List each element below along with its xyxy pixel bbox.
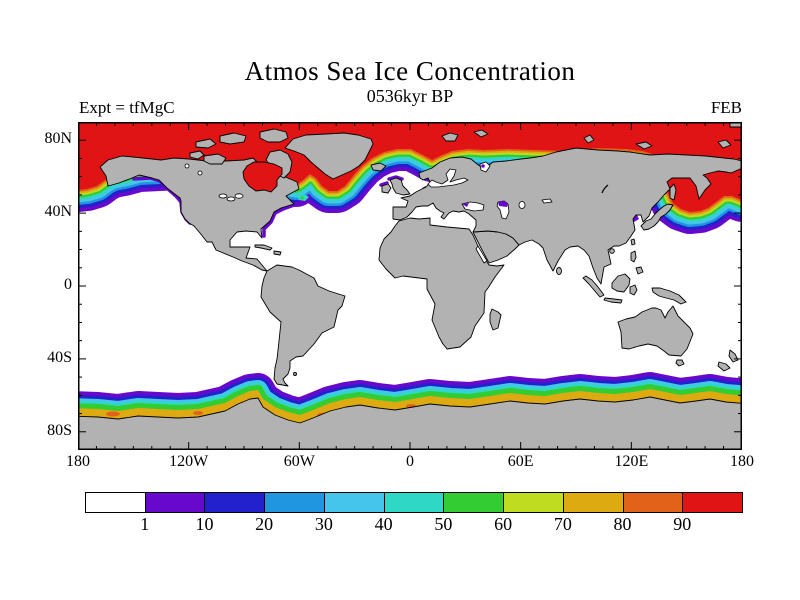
- island-taiwan: [630, 238, 636, 246]
- islands-new-siberian: [635, 141, 653, 150]
- landmass-greenland: [284, 132, 374, 180]
- island-madagascar: [489, 308, 502, 331]
- island-svalbard: [441, 132, 459, 142]
- colorbar-tick-label: 20: [255, 514, 274, 534]
- colorbar-cell: [144, 492, 206, 513]
- island-hainan: [609, 248, 615, 254]
- island-mindanao: [635, 266, 644, 275]
- island-sulawesi: [629, 284, 638, 296]
- map-frame: [78, 122, 742, 450]
- colorbar-cell: [562, 492, 624, 513]
- island-tasmania: [675, 359, 685, 367]
- colorbar-cell: [85, 492, 146, 513]
- colorbar-tick-label: 70: [553, 514, 572, 534]
- colorbar-cell: [204, 492, 266, 513]
- x-axis-tick-label: 120W: [169, 453, 209, 470]
- world-map: [78, 122, 742, 450]
- island-cuba: [254, 244, 273, 251]
- colorbar-cell: [503, 492, 564, 513]
- x-axis-tick-label: 180: [66, 453, 90, 470]
- island-new-guinea: [651, 287, 687, 305]
- colorbar-tick-label: 80: [613, 514, 632, 534]
- island-falkland: [293, 372, 297, 376]
- baltic-sea: [427, 168, 469, 188]
- island-ellesmere: [259, 128, 289, 143]
- island-ireland: [381, 183, 392, 194]
- landmass-africa: [378, 217, 505, 350]
- experiment-label: Expt = tfMgC: [79, 98, 175, 117]
- island-java: [603, 297, 623, 304]
- great-lake-michigan: [226, 196, 236, 202]
- island-iceland: [370, 162, 387, 172]
- y-axis-tick-label: 80S: [47, 421, 72, 439]
- month-label: FEB: [710, 98, 742, 117]
- island-sri-lanka: [556, 267, 562, 275]
- islands-queen-elizabeth: [219, 132, 247, 145]
- colorbar-cell: [383, 492, 445, 513]
- colorbar-cell: [264, 492, 325, 513]
- colorbar-tick-label: 1: [140, 514, 150, 534]
- island-franz-josef: [473, 129, 489, 138]
- y-axis-tick-label: 80N: [44, 130, 72, 148]
- y-axis-tick-label: 0: [64, 276, 72, 293]
- colorbar-tick-label: 50: [434, 514, 453, 534]
- island-luzon: [630, 250, 637, 263]
- aral-sea: [518, 201, 526, 209]
- island-nz-south: [717, 361, 731, 372]
- subtitle-epoch: 0536kyr BP: [366, 86, 454, 106]
- lake-baikal: [601, 184, 609, 194]
- inland-sea-ice-accents: [462, 164, 508, 207]
- colorbar-tick-label: 90: [673, 514, 692, 534]
- x-axis-tick-label: 180: [730, 453, 754, 470]
- islands-queen-elizabeth-2: [195, 138, 217, 149]
- landmass-australia: [617, 305, 694, 357]
- red-sea: [475, 245, 488, 264]
- island-great-britain: [389, 177, 411, 196]
- island-severnaya-zemlya: [583, 134, 595, 144]
- lake-balkhash: [541, 198, 553, 204]
- x-axis-tick-label: 60E: [507, 453, 534, 470]
- colorbar-cell: [323, 492, 385, 513]
- great-lake-ontario: [234, 193, 244, 199]
- landmass-eurasia: [392, 147, 742, 285]
- landmass-japan: [640, 203, 674, 231]
- landmass-antarctica: [78, 396, 742, 450]
- great-bear-lake: [184, 163, 190, 169]
- island-borneo: [611, 273, 631, 293]
- island-sumatra: [582, 275, 605, 298]
- colorbar-tick-label: 10: [195, 514, 214, 534]
- landmass-south-america: [260, 264, 346, 387]
- island-hispaniola: [273, 250, 282, 256]
- great-slave-lake: [197, 170, 203, 176]
- colorbar-tick-label: 60: [494, 514, 513, 534]
- y-axis-tick-label: 40N: [44, 203, 72, 221]
- page-title: Atmos Sea Ice Concentration: [244, 56, 576, 86]
- colorbar-cell: [443, 492, 505, 513]
- island-victoria: [203, 153, 227, 165]
- colorbar-tick-label: 40: [374, 514, 393, 534]
- x-axis-tick-label: 60W: [283, 453, 315, 470]
- island-banks: [189, 150, 205, 160]
- great-lake-superior: [218, 193, 228, 199]
- y-axis-tick-label: 40S: [47, 348, 72, 366]
- x-axis-tick-label: 120E: [614, 453, 649, 470]
- x-axis-tick-label: 0: [406, 453, 414, 470]
- colorbar-cell: [622, 492, 684, 513]
- island-wrangel: [717, 139, 732, 149]
- colorbar-tick-label: 30: [314, 514, 333, 534]
- hudson-bay-ice: [242, 161, 283, 193]
- island-sakhalin: [669, 183, 677, 201]
- colorbar-cell: [682, 492, 743, 513]
